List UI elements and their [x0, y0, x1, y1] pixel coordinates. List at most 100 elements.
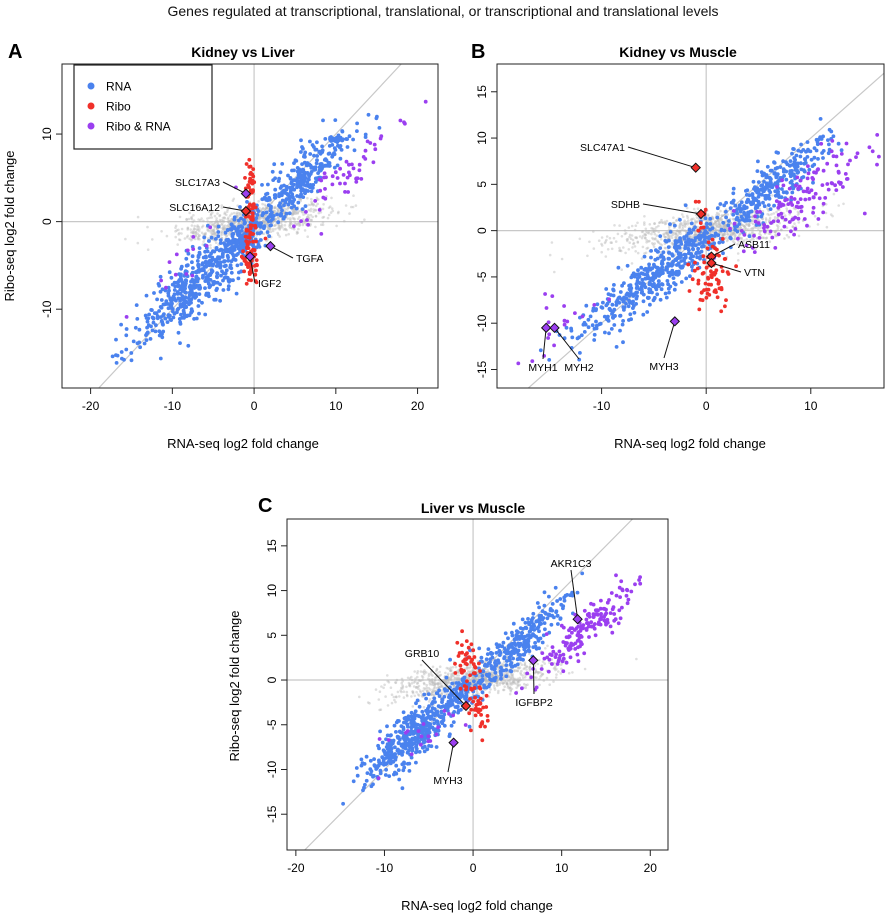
background-point [636, 221, 639, 225]
background-point [725, 236, 728, 239]
background-point [723, 232, 726, 236]
background-point [178, 231, 181, 235]
rna-point [784, 160, 788, 165]
rna-point [672, 223, 677, 228]
background-point [411, 690, 414, 693]
rna-point [197, 250, 202, 255]
background-point [451, 674, 454, 678]
background-point [314, 209, 318, 212]
background-point [721, 214, 724, 218]
both-point [771, 219, 776, 224]
background-point [651, 236, 654, 240]
ribo-point [244, 228, 249, 233]
background-point [571, 671, 574, 674]
rna-point [766, 203, 771, 208]
background-point [395, 678, 399, 682]
rna-point [583, 322, 588, 327]
background-point [511, 680, 515, 684]
background-point [687, 221, 691, 225]
rna-point [205, 277, 210, 282]
rna-point [634, 302, 638, 306]
background-point [483, 667, 487, 671]
rna-point [594, 319, 598, 324]
background-point [661, 221, 665, 224]
background-point [554, 665, 557, 668]
both-point [753, 219, 758, 224]
background-point [758, 207, 762, 211]
background-point [239, 213, 243, 216]
background-point [314, 204, 318, 208]
rna-point [667, 250, 671, 255]
background-point [756, 218, 760, 221]
background-point [288, 223, 292, 226]
both-point [573, 311, 577, 315]
both-point [790, 217, 795, 222]
rna-point [666, 261, 670, 266]
background-point [273, 209, 277, 213]
both-point [330, 182, 335, 187]
rna-point [226, 284, 231, 288]
background-point [774, 234, 777, 238]
rna-point [744, 215, 749, 220]
rna-point [721, 220, 726, 225]
rna-point [239, 224, 243, 229]
rna-point [703, 216, 708, 221]
background-point [280, 223, 284, 227]
rna-point [592, 332, 597, 337]
rna-point [166, 306, 171, 311]
rna-point [814, 148, 819, 153]
both-point [833, 183, 837, 188]
background-point [450, 672, 453, 676]
both-point [794, 204, 799, 209]
background-point [656, 240, 660, 244]
background-point [202, 219, 205, 223]
rna-point [155, 297, 160, 302]
background-point [792, 206, 796, 210]
rna-point [265, 217, 269, 222]
background-point [276, 209, 280, 213]
rna-point [747, 234, 752, 239]
rna-point [229, 246, 234, 251]
background-point [191, 231, 194, 234]
background-point [632, 241, 636, 245]
rna-point [204, 291, 209, 296]
both-point [562, 322, 567, 327]
background-point [719, 224, 723, 227]
background-point [630, 262, 634, 265]
background-point [216, 222, 220, 226]
background-point [720, 218, 723, 221]
rna-point [124, 333, 129, 338]
background-point [535, 670, 538, 674]
rna-point [649, 249, 653, 253]
background-point [191, 220, 195, 224]
rna-point [158, 305, 163, 309]
rna-point [159, 298, 164, 302]
rna-point [640, 277, 645, 282]
both-point [363, 148, 368, 153]
rna-point [172, 280, 177, 285]
rna-point [332, 165, 337, 170]
background-point [276, 226, 280, 230]
rna-point [182, 313, 187, 317]
ribo-point [697, 307, 702, 312]
rna-point [715, 215, 720, 220]
background-point [290, 222, 293, 225]
both-point [836, 169, 841, 174]
background-point [469, 671, 472, 674]
both-point [785, 197, 789, 202]
background-point [528, 666, 531, 670]
rna-point [315, 158, 319, 163]
background-point [507, 675, 511, 679]
background-point [613, 224, 616, 227]
background-point [301, 223, 305, 227]
both-point [782, 224, 787, 229]
background-point [679, 230, 682, 233]
rna-point [217, 262, 222, 267]
y-tick-label: 10 [475, 131, 489, 145]
ribo-point [263, 236, 268, 241]
ribo-point [706, 276, 711, 281]
rna-point [232, 225, 237, 229]
background-point [539, 671, 542, 674]
background-point [476, 672, 480, 675]
